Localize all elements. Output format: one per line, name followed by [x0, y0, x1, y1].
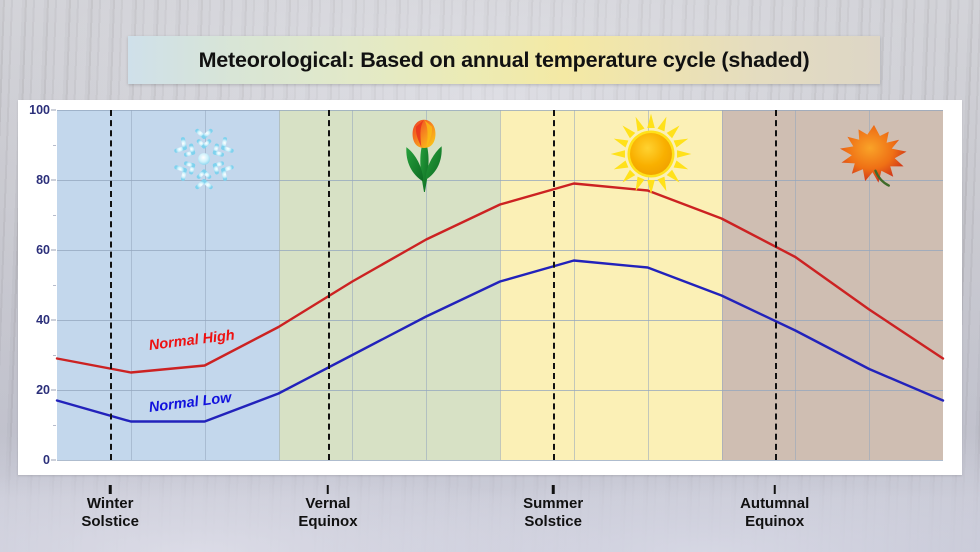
event-label-line1: Winter — [86, 495, 134, 512]
event-label-line1: Vernal — [305, 495, 351, 512]
gridline-vertical — [352, 110, 354, 460]
event-tick-winter-solstice — [108, 485, 112, 494]
gridline-vertical — [426, 110, 428, 460]
gridline-vertical — [204, 110, 206, 460]
event-label-autumnal-equinox: Autumnal Equinox — [740, 495, 809, 532]
marker-line-vernal-equinox — [327, 110, 330, 460]
event-tick-vernal-equinox — [326, 485, 330, 494]
marker-line-winter-solstice — [110, 110, 113, 460]
y-axis-minor-tick — [53, 215, 56, 216]
gridline-vertical — [130, 110, 132, 460]
gridline-vertical — [647, 110, 649, 460]
gridline-vertical — [795, 110, 797, 460]
y-axis-tick-60: 60 — [36, 243, 50, 257]
y-axis-tick-mark — [51, 249, 56, 251]
y-axis-tick-mark — [51, 319, 56, 321]
y-axis-tick-mark — [51, 389, 56, 391]
event-label-line2: Equinox — [745, 513, 805, 531]
marker-line-summer-solstice — [553, 110, 556, 460]
event-label-vernal-equinox: Vernal Equinox — [298, 495, 357, 532]
event-tick-autumnal-equinox — [773, 485, 776, 494]
event-label-summer-solstice: Summer Solstice — [523, 495, 583, 532]
series-line-normal-low — [55, 259, 945, 423]
season-band-spring — [278, 110, 500, 460]
gridline-vertical — [869, 110, 871, 460]
gridline-vertical — [573, 110, 575, 460]
y-axis-tick-40: 40 — [36, 313, 50, 327]
gridline-vertical — [500, 110, 501, 460]
y-axis-tick-0: 0 — [43, 453, 50, 467]
season-band-winter — [57, 110, 279, 460]
y-axis-tick-mark — [51, 459, 56, 461]
y-axis-tick-mark — [51, 109, 56, 111]
title-banner: Meteorological: Based on annual temperat… — [128, 36, 880, 84]
event-label-line2: Equinox — [298, 513, 358, 531]
y-axis-minor-tick — [53, 145, 56, 146]
y-axis-minor-tick — [53, 355, 56, 356]
y-axis-tick-100: 100 — [29, 103, 50, 117]
gridline-horizontal — [57, 460, 943, 461]
series-line-normal-high — [55, 182, 945, 374]
page-title: Meteorological: Based on annual temperat… — [198, 47, 810, 72]
marker-line-autumnal-equinox — [774, 110, 777, 460]
y-axis-tick-20: 20 — [36, 383, 50, 397]
event-label-winter-solstice: Winter Solstice — [81, 495, 139, 532]
y-axis-tick-mark — [51, 179, 56, 181]
gridline-vertical — [721, 110, 723, 460]
event-label-line2: Solstice — [81, 513, 139, 531]
event-label-line1: Summer — [523, 495, 584, 512]
y-axis-minor-tick — [53, 285, 56, 286]
y-axis-minor-tick — [53, 425, 56, 426]
series-lines — [55, 182, 945, 423]
event-tick-summer-solstice — [551, 485, 555, 494]
gridline-vertical — [278, 110, 280, 460]
y-axis-tick-80: 80 — [36, 173, 50, 187]
event-label-line2: Solstice — [524, 513, 582, 531]
event-label-line1: Autumnal — [740, 495, 810, 512]
